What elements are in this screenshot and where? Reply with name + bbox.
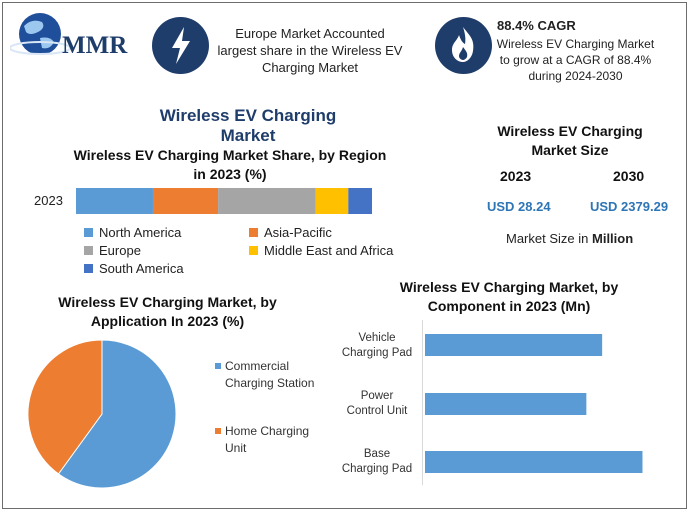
component-bar-chart xyxy=(425,334,643,473)
highlight-icon-circle xyxy=(435,17,492,74)
legend-swatch xyxy=(84,264,93,273)
logo: MMR xyxy=(9,8,140,64)
category-line: Power xyxy=(360,390,394,402)
market-size-unit-bold: Million xyxy=(592,231,634,246)
region-bar-segment xyxy=(152,188,219,214)
pie-legend-item: Commercial Charging Station xyxy=(215,358,325,392)
legend-swatch xyxy=(249,246,258,255)
pie-slice xyxy=(57,339,177,489)
legend-item: Europe xyxy=(84,243,141,258)
legend-item: North America xyxy=(84,225,181,240)
component-axis-line xyxy=(422,320,423,485)
category-line: Vehicle xyxy=(358,332,396,344)
globe-icon xyxy=(9,13,71,55)
region-bar-year-label: 2023 xyxy=(34,193,63,208)
region-bar-segment xyxy=(218,188,316,214)
category-line: Charging Pad xyxy=(341,463,413,475)
category-line: Base xyxy=(363,448,391,460)
lightning-icon xyxy=(172,27,190,64)
highlight-europe-text: Europe Market Accounted largest share in… xyxy=(217,26,403,75)
legend-swatch xyxy=(215,428,221,434)
pie-legend-item: Home Charging Unit xyxy=(215,423,325,457)
pie-legend-line: Unit xyxy=(225,441,247,455)
market-size-unit-prefix: Market Size in xyxy=(506,231,589,246)
pie-slice xyxy=(27,339,103,475)
pie-legend-line: Commercial xyxy=(225,359,290,373)
legend-swatch xyxy=(249,228,258,237)
market-size-title: Wireless EV Charging Market Size xyxy=(497,123,643,158)
region-legend: North America Asia-Pacific Europe Middle… xyxy=(84,225,404,281)
component-category-label: Power Control Unit xyxy=(332,389,422,419)
highlight-icon-circle xyxy=(152,17,209,74)
legend-item: Asia-Pacific xyxy=(249,225,332,240)
cagr-title: 88.4% CAGR xyxy=(497,18,576,33)
region-bar-segment xyxy=(315,188,349,214)
region-bar-segment xyxy=(348,188,372,214)
market-size-year-2030: 2030 xyxy=(613,168,645,184)
component-bar xyxy=(425,451,643,473)
legend-label: Asia-Pacific xyxy=(264,225,332,240)
legend-swatch xyxy=(84,246,93,255)
infographic-frame xyxy=(2,2,687,509)
application-pie-chart xyxy=(27,339,177,489)
component-category-label: Vehicle Charging Pad xyxy=(332,331,422,361)
component-chart-title: Wireless EV Charging Market, by Componen… xyxy=(399,279,619,314)
pie-legend-line: Home Charging xyxy=(225,424,310,438)
legend-swatch xyxy=(215,363,221,369)
legend-swatch xyxy=(84,228,93,237)
market-size-year-2023: 2023 xyxy=(500,168,532,184)
pie-legend-label: Commercial Charging Station xyxy=(225,358,325,392)
legend-label: Middle East and Africa xyxy=(264,243,394,258)
category-line: Control Unit xyxy=(346,405,408,417)
category-line: Charging Pad xyxy=(341,347,413,359)
pie-legend-label: Home Charging Unit xyxy=(225,423,325,457)
legend-label: Europe xyxy=(99,243,141,258)
cagr-text: Wireless EV Charging Market to grow at a… xyxy=(496,37,655,83)
legend-label: South America xyxy=(99,261,184,276)
flame-icon xyxy=(452,27,474,62)
region-chart-title: Wireless EV Charging Market Share, by Re… xyxy=(73,147,387,182)
component-bar xyxy=(425,334,603,356)
application-chart-title: Wireless EV Charging Market, by Applicat… xyxy=(58,294,277,329)
region-bar-segment xyxy=(76,188,153,214)
pie-legend-line: Charging Station xyxy=(225,376,315,390)
region-stacked-bar xyxy=(76,188,372,214)
legend-item: South America xyxy=(84,261,184,276)
market-size-value-2030: USD 2379.29 xyxy=(590,199,669,214)
legend-item: Middle East and Africa xyxy=(249,243,393,258)
legend-label: North America xyxy=(99,225,182,240)
market-size-value-2023: USD 28.24 xyxy=(487,199,551,214)
component-bar xyxy=(425,393,587,415)
main-title: Wireless EV Charging Market xyxy=(159,106,337,145)
component-category-label: Base Charging Pad xyxy=(332,447,422,477)
market-size-unit: Market Size in Million xyxy=(506,231,633,246)
logo-text: MMR xyxy=(62,32,128,59)
